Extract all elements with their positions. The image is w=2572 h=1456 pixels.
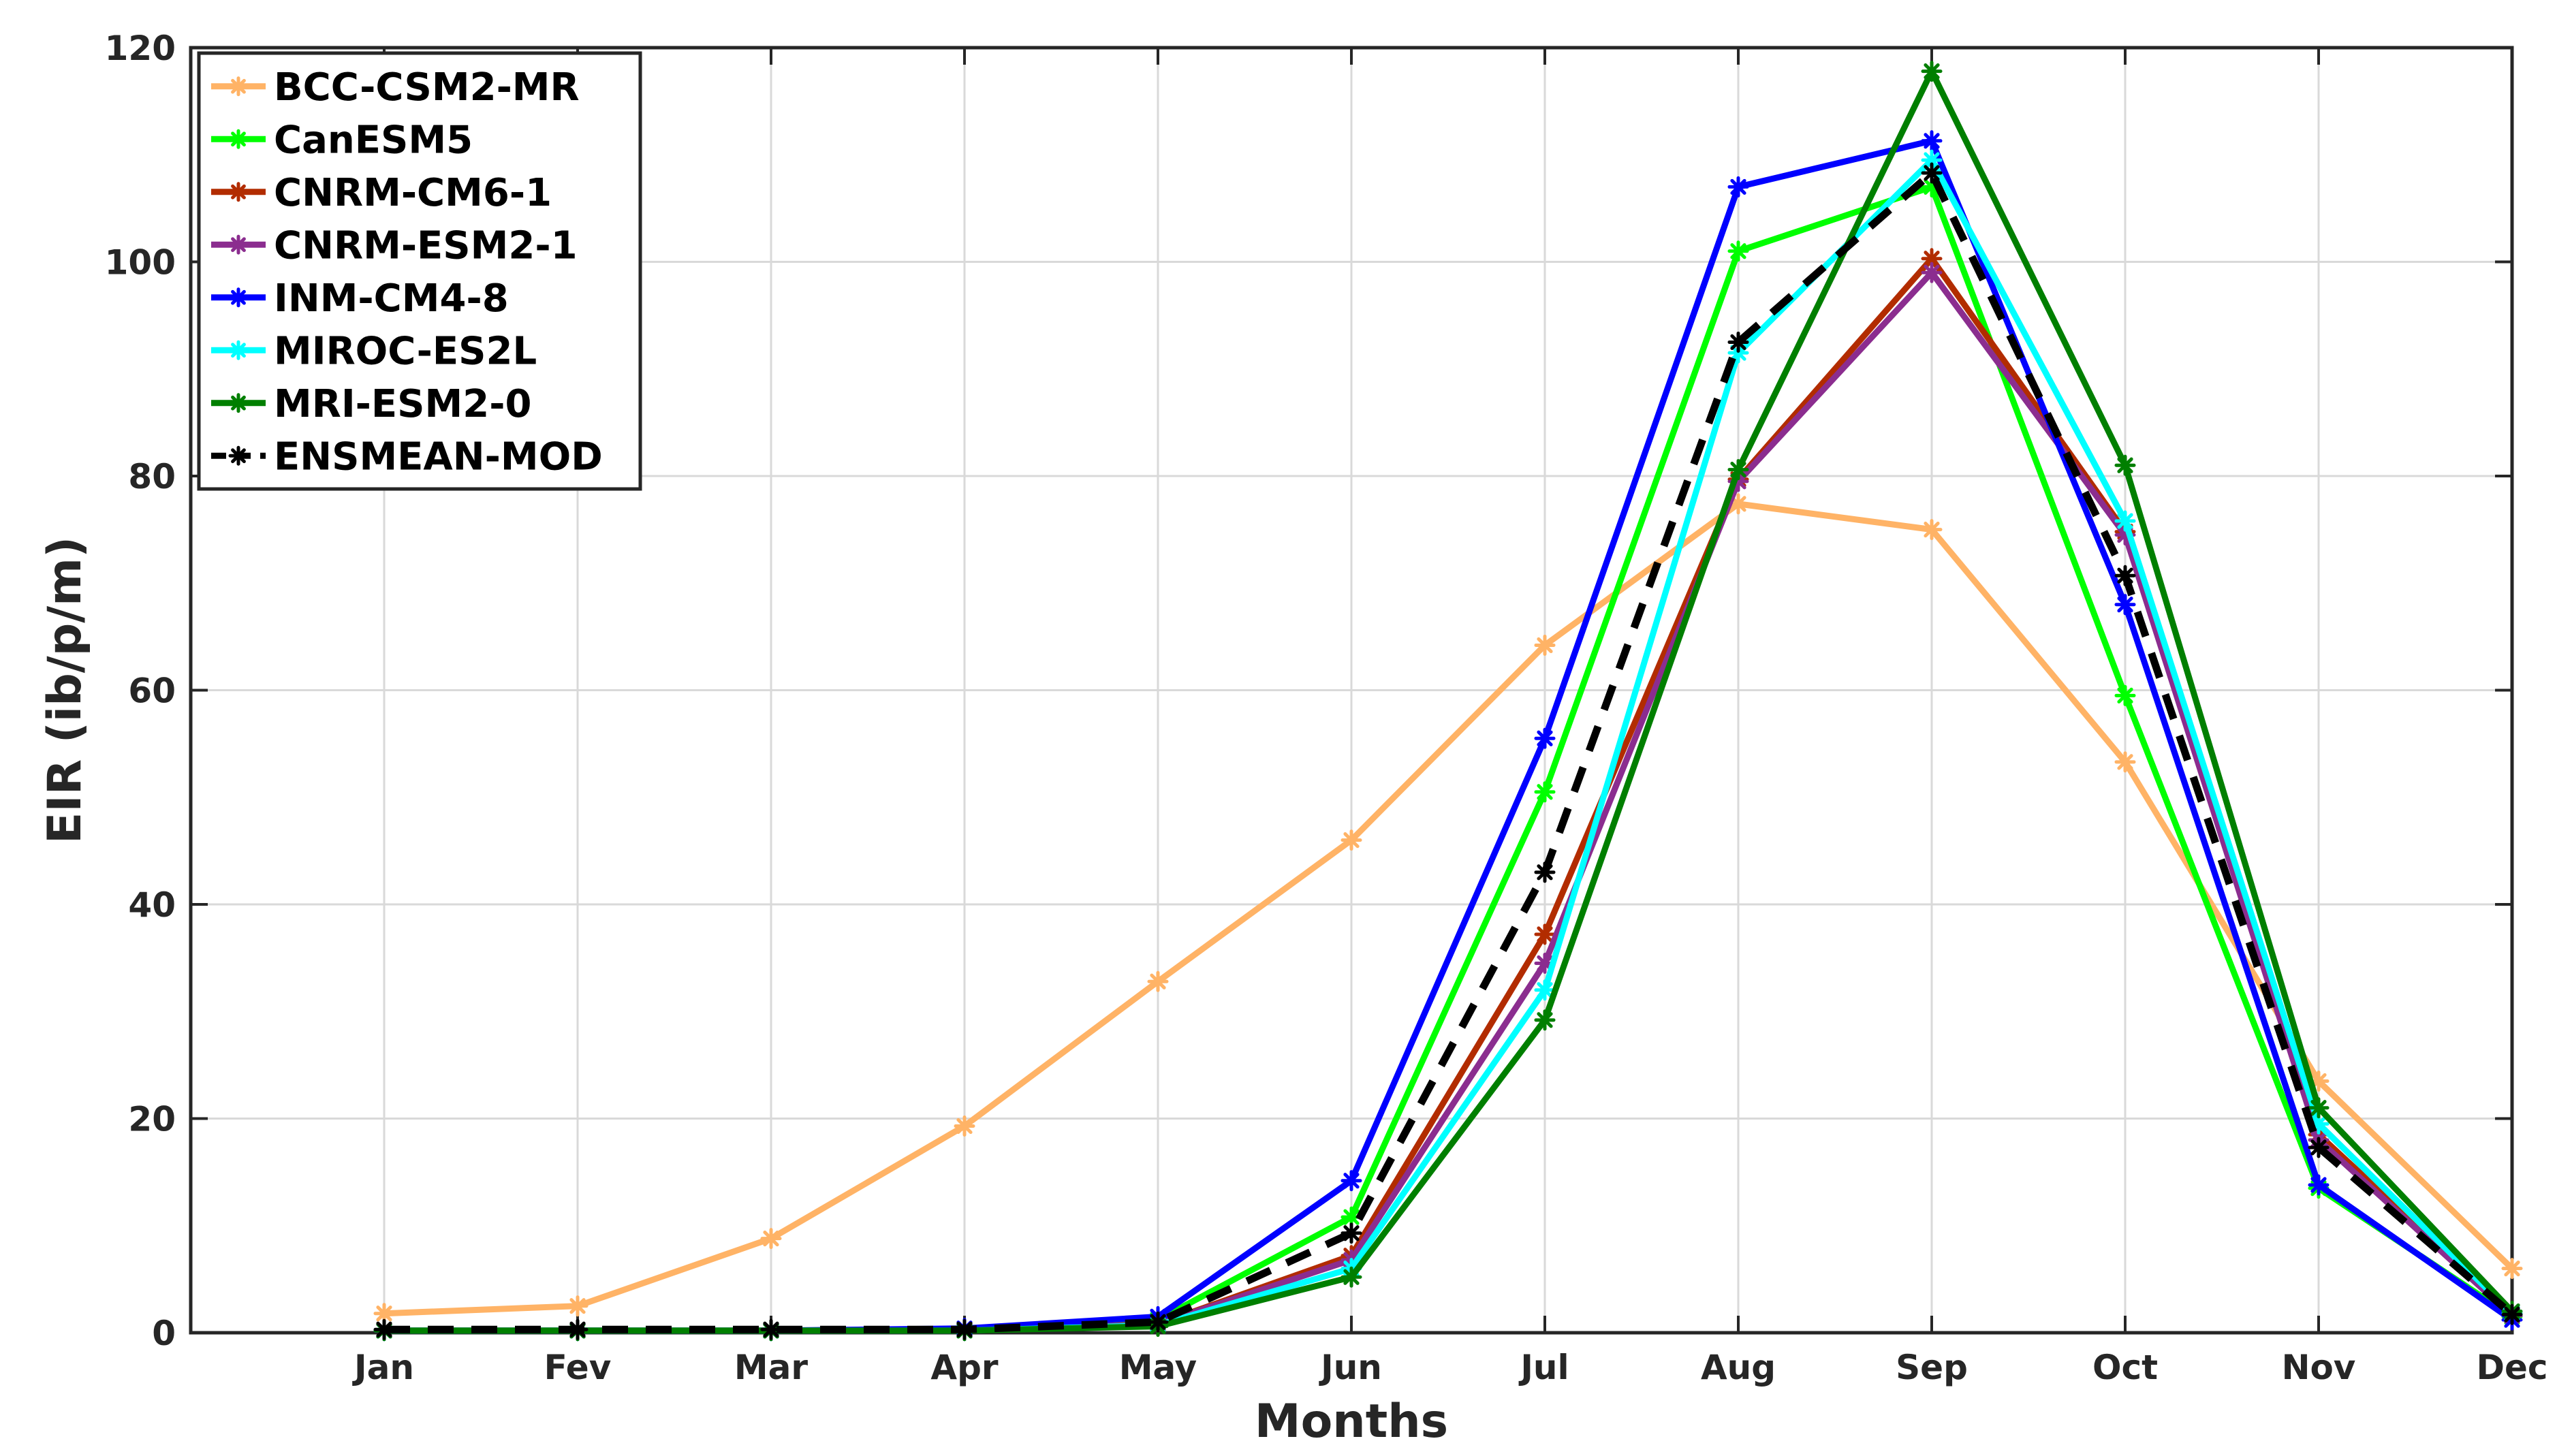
data-point-marker <box>1147 970 1169 992</box>
legend-label: CNRM-CM6-1 <box>274 171 552 215</box>
x-tick-label: Nov <box>2282 1348 2356 1387</box>
legend-entry: MRI-ESM2-0 <box>211 382 531 426</box>
series-line <box>383 501 2515 1317</box>
data-point-marker <box>760 1228 782 1250</box>
x-axis-title: Months <box>1255 1395 1448 1449</box>
x-tick-label: May <box>1119 1348 1197 1387</box>
y-axis-title: EIR (ib/p/m) <box>38 537 92 844</box>
data-point-marker <box>228 76 249 97</box>
x-tick-label: Fev <box>544 1348 612 1387</box>
data-point-marker <box>228 234 249 255</box>
legend-label: BCC-CSM2-MR <box>274 65 580 110</box>
data-point-marker <box>1921 262 1943 283</box>
legend-label: ENSMEAN-MOD <box>274 434 603 479</box>
data-point-marker <box>228 445 249 466</box>
x-axis-ticks: Jan Fev Mar Apr May Jun Jul Aug Sep Oct Nov Dec <box>352 48 2548 1387</box>
data-point-marker <box>228 182 249 202</box>
data-point-marker <box>228 287 249 308</box>
data-point-marker <box>1727 331 1749 353</box>
x-tick-label: Jun <box>1319 1348 1382 1387</box>
data-point-marker <box>1921 61 1943 82</box>
data-point-marker <box>1534 1009 1556 1031</box>
data-point-marker <box>1727 459 1749 481</box>
data-point-marker <box>1534 861 1556 883</box>
legend-label: MIROC-ES2L <box>274 329 537 373</box>
data-point-marker <box>228 393 249 413</box>
x-tick-label: Sep <box>1896 1348 1968 1387</box>
data-point-marker <box>1534 923 1556 945</box>
data-point-marker <box>228 129 249 149</box>
y-tick-label: 0 <box>152 1314 176 1353</box>
legend: BCC-CSM2-MR CanESM5 CNRM-CM6-1 CNRM-ESM2-1 I… <box>197 51 642 491</box>
data-point-marker <box>2114 565 2136 586</box>
data-point-marker <box>1921 149 1943 171</box>
data-point-marker <box>1534 979 1556 1001</box>
y-axis-ticks: 0 20 40 60 80 100 120 <box>105 29 2512 1353</box>
data-point-marker <box>2114 594 2136 616</box>
data-point-marker <box>1340 1266 1362 1288</box>
data-point-marker <box>2114 510 2136 532</box>
data-point-marker <box>1727 176 1749 197</box>
data-point-marker <box>2308 1174 2330 1196</box>
y-tick-label: 20 <box>128 1100 176 1139</box>
legend-entry: CNRM-CM6-1 <box>211 171 552 215</box>
data-point-marker <box>954 1318 975 1340</box>
data-point-marker <box>2501 1303 2523 1325</box>
x-tick-label: Dec <box>2476 1348 2547 1387</box>
data-point-marker <box>954 1115 975 1137</box>
data-point-marker <box>1340 829 1362 851</box>
x-tick-label: Jan <box>352 1348 414 1387</box>
legend-entry: ENSMEAN-MOD <box>211 434 603 479</box>
data-point-marker <box>1921 162 1943 184</box>
series-bcc-csm2-mr <box>373 493 2523 1325</box>
data-point-marker <box>2114 684 2136 706</box>
legend-label: INM-CM4-8 <box>274 276 509 321</box>
data-point-marker <box>2308 1097 2330 1119</box>
data-point-marker <box>1534 781 1556 803</box>
data-point-marker <box>1921 130 1943 152</box>
x-tick-label: Oct <box>2092 1348 2158 1387</box>
legend-entry: CanESM5 <box>211 118 473 162</box>
data-point-marker <box>567 1318 589 1340</box>
y-tick-label: 100 <box>105 243 176 283</box>
data-point-marker <box>1147 1311 1169 1333</box>
data-point-marker <box>1534 727 1556 749</box>
y-tick-label: 60 <box>128 671 176 711</box>
x-tick-label: Mar <box>734 1348 808 1387</box>
series-line <box>384 169 2515 1333</box>
y-tick-label: 40 <box>128 885 176 925</box>
data-point-marker <box>1727 240 1749 262</box>
legend-label: CanESM5 <box>274 118 473 162</box>
data-point-marker <box>373 1318 395 1340</box>
legend-entry: CNRM-ESM2-1 <box>211 223 578 268</box>
series-ensmean-mod <box>373 162 2523 1340</box>
x-tick-label: Jul <box>1518 1348 1569 1387</box>
data-point-marker <box>2501 1258 2523 1280</box>
legend-label: CNRM-ESM2-1 <box>274 223 578 268</box>
y-tick-label: 120 <box>105 29 176 68</box>
data-point-marker <box>1340 1222 1362 1244</box>
data-point-marker <box>2114 454 2136 476</box>
data-point-marker <box>2308 1137 2330 1158</box>
data-point-marker <box>1921 519 1943 541</box>
legend-box <box>197 51 642 491</box>
legend-label: MRI-ESM2-0 <box>274 382 531 426</box>
data-point-marker <box>228 340 249 360</box>
data-point-marker <box>1340 1170 1362 1192</box>
legend-entry: INM-CM4-8 <box>211 276 509 321</box>
x-tick-label: Apr <box>930 1348 998 1387</box>
data-point-marker <box>1534 634 1556 656</box>
legend-entry: MIROC-ES2L <box>211 329 537 373</box>
data-point-marker <box>2114 751 2136 773</box>
data-point-marker <box>760 1318 782 1340</box>
series-lines <box>373 61 2523 1342</box>
legend-entry: BCC-CSM2-MR <box>211 65 580 110</box>
x-tick-label: Aug <box>1701 1348 1776 1387</box>
y-tick-label: 80 <box>128 457 176 496</box>
data-point-marker <box>567 1295 589 1317</box>
